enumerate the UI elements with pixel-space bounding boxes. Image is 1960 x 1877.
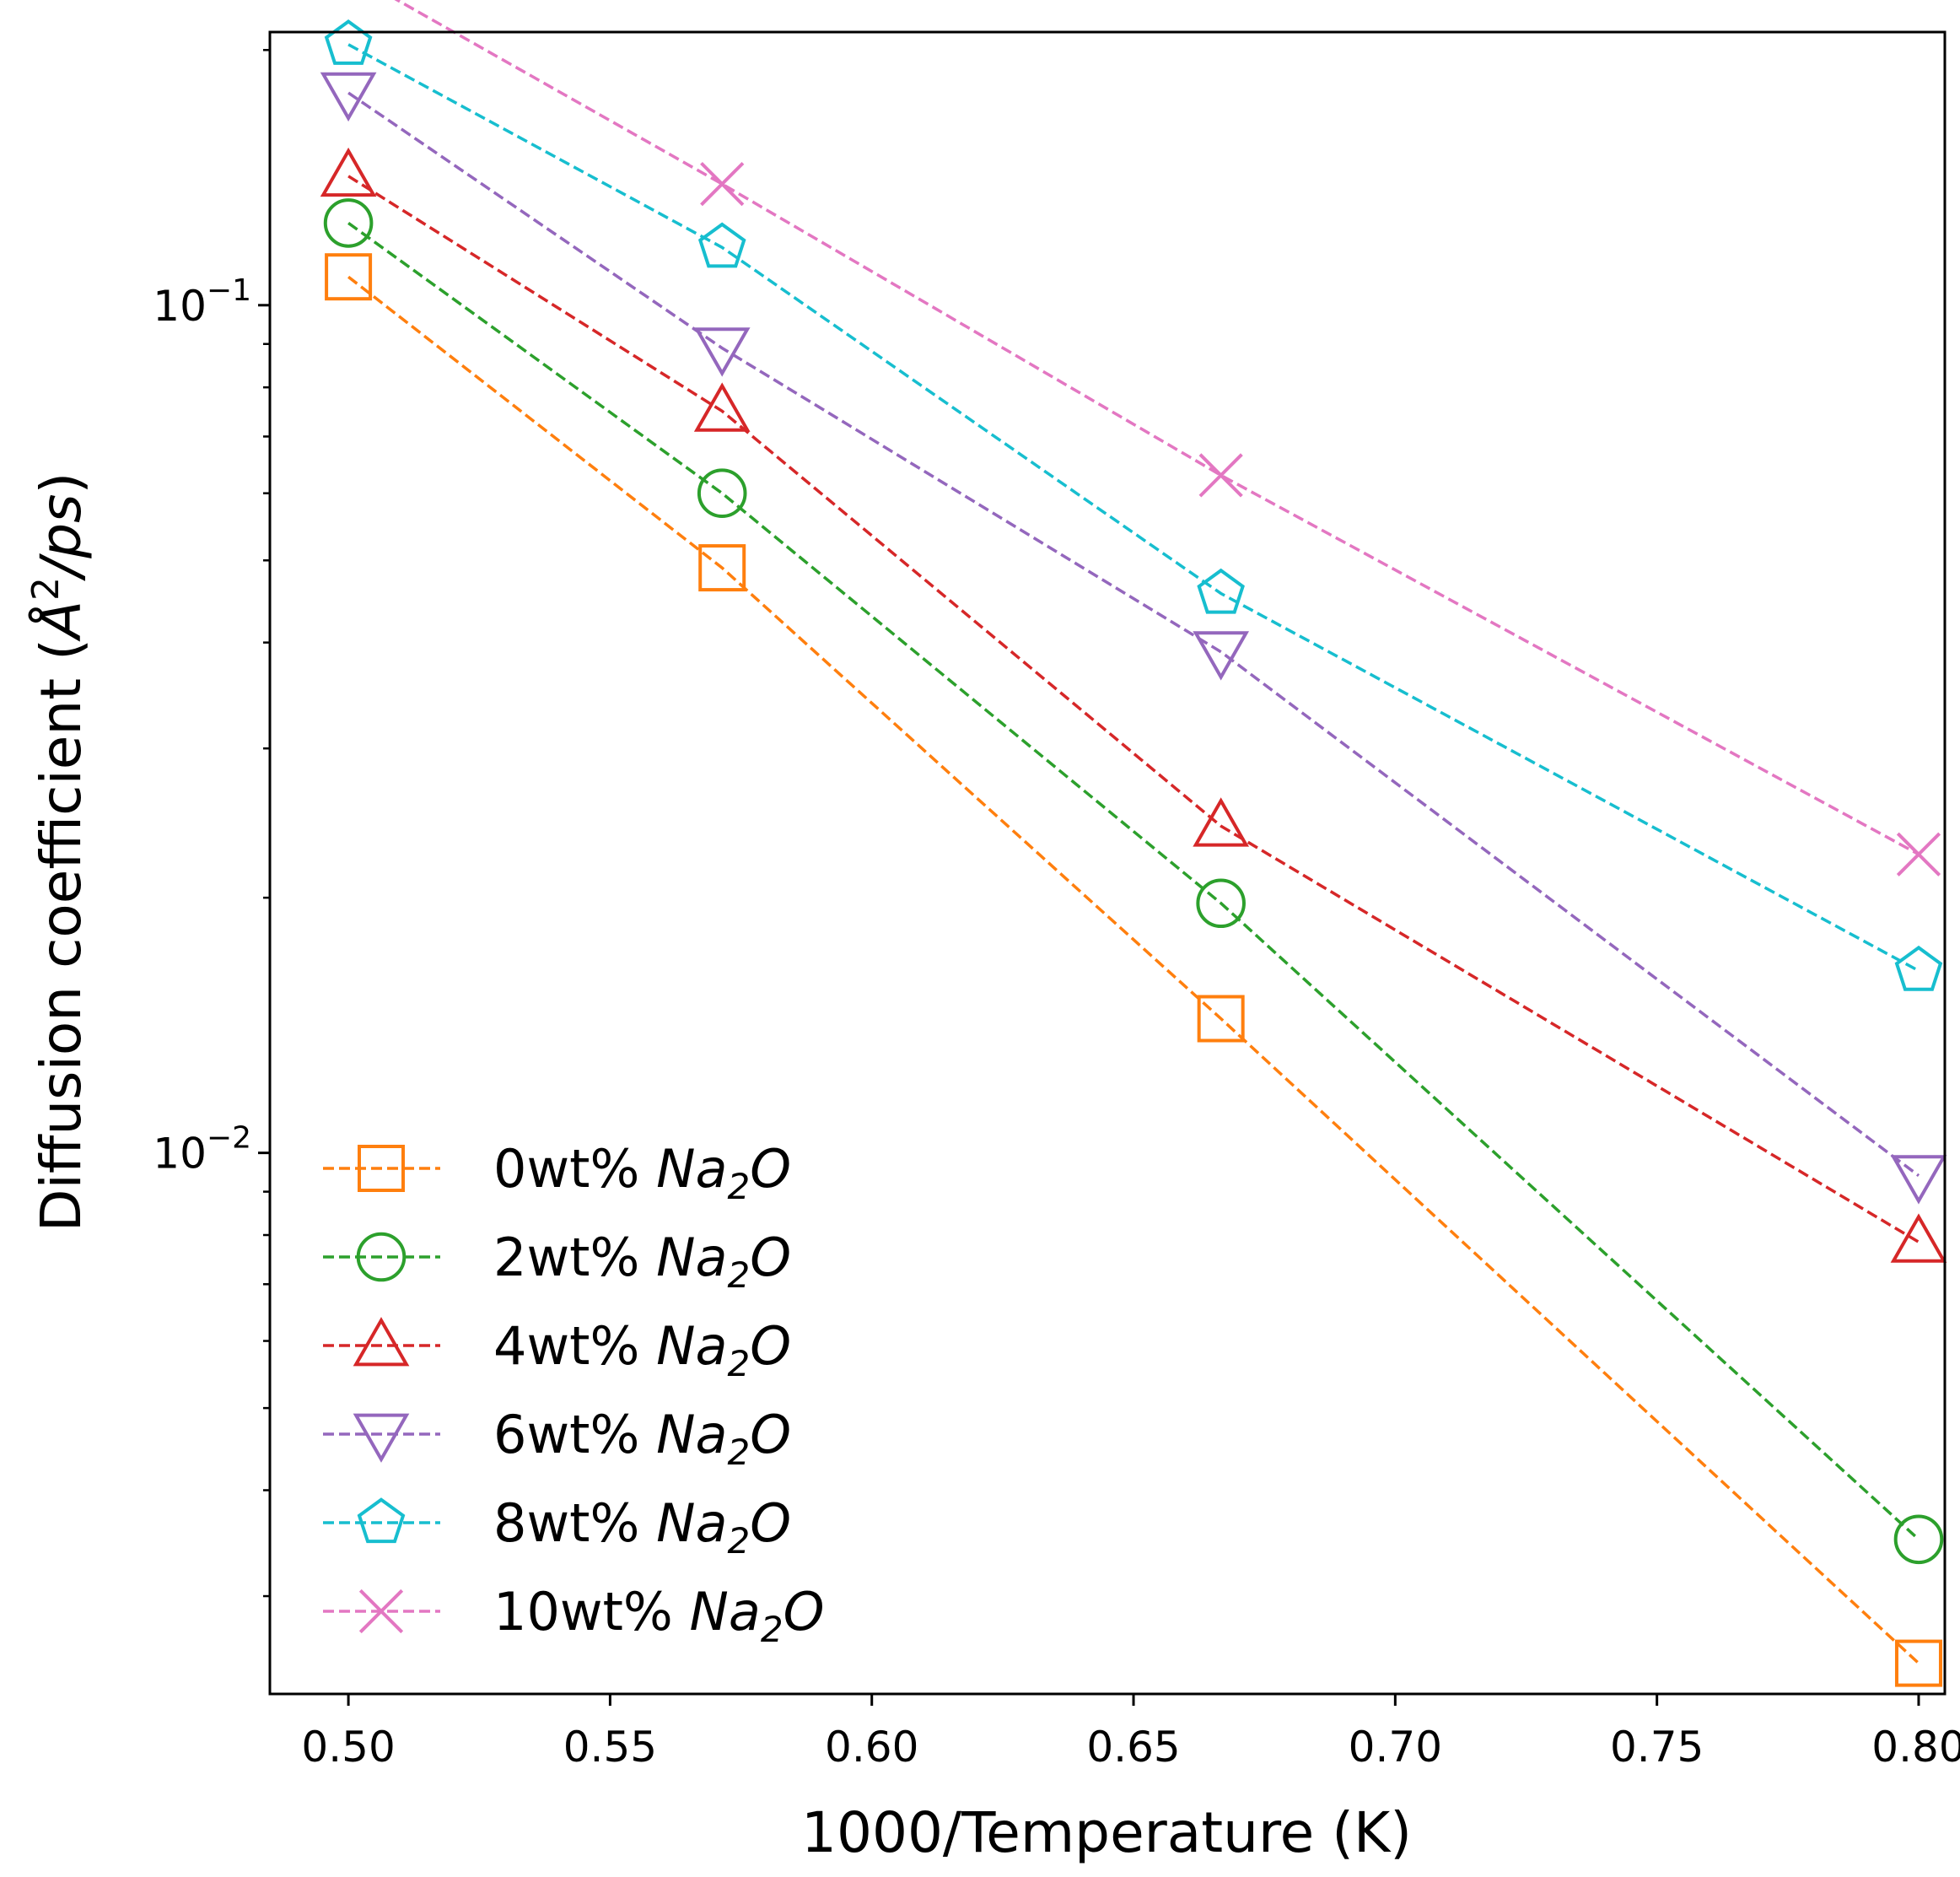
x-axis-label: 1000/Temperature (K) — [801, 1800, 1412, 1865]
square-marker — [325, 253, 373, 301]
x-tick-label: 0.50 — [301, 1723, 395, 1772]
x-tick-label: 0.60 — [825, 1723, 918, 1772]
legend-label: 6wt% Na2O — [493, 1404, 791, 1473]
triangle-up-marker — [693, 382, 751, 432]
series-line — [347, 91, 1920, 1177]
y-axis-label-units: Å — [29, 601, 94, 642]
legend-label: 4wt% Na2O — [493, 1315, 791, 1384]
pentagon-marker — [1894, 945, 1943, 991]
triangle-down-marker — [693, 327, 751, 377]
plot-area-frame — [268, 30, 1947, 1696]
triangle-up-marker — [1193, 797, 1250, 847]
legend: 0wt% Na2O 2wt% Na2O 4wt% Na2O 6wt% Na2O 8wt%… — [323, 1138, 824, 1650]
square-marker — [698, 544, 746, 592]
x-marker — [358, 1588, 404, 1634]
legend-item: 8wt% Na2O — [323, 1492, 791, 1561]
y-axis-label-prefix: Diffusion coefficient ( — [29, 639, 94, 1232]
legend-item: 4wt% Na2O — [323, 1315, 791, 1384]
legend-label: 10wt% Na2O — [493, 1581, 824, 1650]
pentagon-marker — [1197, 568, 1245, 614]
series-line — [347, 43, 1920, 973]
circle-marker — [356, 1232, 407, 1282]
pentagon-marker — [697, 222, 746, 268]
x-tick-label: 0.70 — [1349, 1723, 1442, 1772]
triangle-down-marker — [1193, 631, 1250, 681]
y-tick-label: 10−2 — [153, 1121, 251, 1179]
x-marker — [1198, 453, 1243, 498]
triangle-down-marker — [1890, 1155, 1947, 1205]
circle-marker — [323, 198, 374, 248]
x-tick-label: 0.65 — [1086, 1723, 1180, 1772]
triangle-up-marker — [320, 147, 377, 197]
y-axis-label-per-ps: /ps — [29, 494, 94, 581]
series-5 — [394, 0, 1941, 876]
series-4 — [324, 19, 1943, 991]
pentagon-marker — [324, 19, 373, 65]
series-line — [347, 275, 1920, 1664]
legend-label: 2wt% Na2O — [493, 1227, 791, 1296]
pentagon-marker — [357, 1497, 406, 1544]
x-tick-label: 0.80 — [1871, 1723, 1960, 1772]
circle-marker — [697, 468, 747, 519]
legend-item: 6wt% Na2O — [323, 1404, 791, 1473]
circle-marker — [1196, 878, 1246, 929]
legend-label: 8wt% Na2O — [493, 1492, 791, 1561]
legend-item: 0wt% Na2O — [323, 1138, 791, 1207]
legend-label: 0wt% Na2O — [493, 1138, 791, 1207]
square-marker — [1894, 1639, 1942, 1687]
triangle-up-marker — [1890, 1213, 1947, 1263]
circle-marker — [1893, 1514, 1944, 1565]
legend-item: 10wt% Na2O — [323, 1581, 824, 1650]
legend-item: 2wt% Na2O — [323, 1227, 791, 1296]
x-axis: 0.50 0.55 0.60 0.65 0.70 0.75 0.80 — [301, 1694, 1960, 1772]
x-marker — [1896, 832, 1941, 876]
square-marker — [358, 1145, 405, 1192]
x-marker — [700, 161, 745, 207]
y-axis-label-exponent: 2 — [24, 577, 67, 601]
triangle-down-marker — [320, 72, 377, 122]
y-tick-label: 10−1 — [153, 273, 251, 331]
series-line — [347, 175, 1920, 1243]
y-axis: 10−1 10−2 — [153, 273, 270, 1179]
y-axis-label-close: ) — [29, 472, 94, 494]
series-line — [394, 0, 1920, 856]
series-layer — [320, 0, 1947, 1687]
series-0 — [325, 253, 1942, 1687]
triangle-down-marker — [353, 1413, 410, 1463]
x-tick-label: 0.75 — [1610, 1723, 1704, 1772]
series-3 — [320, 72, 1947, 1205]
series-1 — [323, 198, 1944, 1565]
square-marker — [1197, 995, 1245, 1043]
triangle-up-marker — [353, 1317, 410, 1367]
series-2 — [320, 147, 1947, 1263]
y-axis-label: Diffusion coefficient (Å2/ps) — [24, 472, 94, 1232]
x-tick-label: 0.55 — [563, 1723, 657, 1772]
series-line — [347, 221, 1920, 1541]
